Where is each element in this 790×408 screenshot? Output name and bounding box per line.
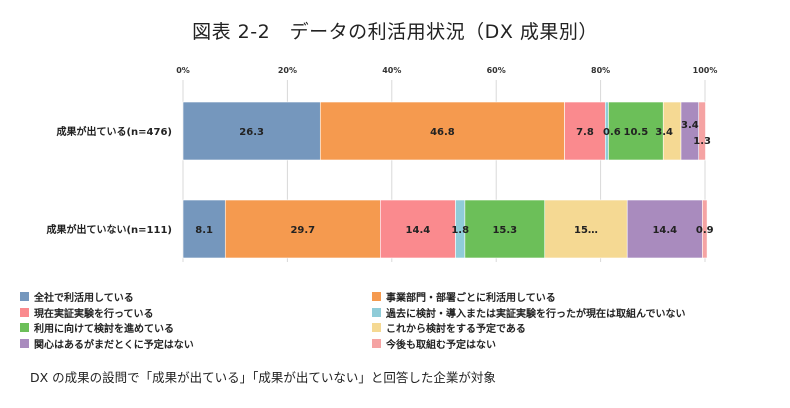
- x-tick-label: 0%: [176, 66, 190, 75]
- legend-label: 関心はあるがまだとくに予定はない: [34, 339, 194, 351]
- legend-item: 現在実証実験を行っている: [20, 305, 154, 320]
- legend-item: 過去に検討・導入または実証実験を行ったが現在は取組んでいない: [372, 305, 686, 320]
- data-label: 14.4: [652, 225, 677, 236]
- legend-item: 全社で利活用している: [20, 289, 134, 304]
- bar-segment: [544, 199, 628, 259]
- legend-item: これから検討をする予定である: [372, 320, 526, 335]
- bar-segment: [608, 101, 664, 161]
- legend-item: 関心はあるがまだとくに予定はない: [20, 336, 194, 351]
- bar-segment: [626, 199, 703, 259]
- legend-label: 現在実証実験を行っている: [34, 308, 154, 320]
- legend-swatch: [372, 292, 381, 301]
- category-label: 成果が出ている(n=476): [56, 125, 172, 138]
- bar-segment: [698, 101, 706, 161]
- legend-swatch: [20, 307, 29, 317]
- data-label: 7.8: [576, 127, 594, 138]
- bar-segment: [319, 101, 565, 161]
- data-label: 8.1: [195, 225, 213, 236]
- data-label: 1.3: [693, 136, 711, 147]
- legend-item: 利用に向けて検討を進めている: [20, 320, 174, 335]
- legend-item: 事業部門・部署ごとに利活用している: [372, 289, 556, 304]
- legend-swatch: [372, 323, 381, 332]
- data-label: 1.8: [451, 225, 469, 236]
- bar-segment: [564, 101, 606, 161]
- x-tick-label: 60%: [487, 66, 506, 75]
- data-label: 15.3: [492, 225, 517, 236]
- bar-segment: [702, 199, 708, 259]
- data-label: 26.3: [239, 127, 264, 138]
- data-label: 15…: [574, 225, 598, 236]
- bar-segment: [464, 199, 546, 259]
- bar-segment: [380, 199, 456, 259]
- data-label: 3.4: [655, 127, 673, 138]
- legend-label: これから検討をする予定である: [386, 324, 526, 335]
- data-label: 14.4: [406, 225, 431, 236]
- bar-segment: [224, 199, 381, 259]
- legend-swatch: [20, 338, 29, 348]
- data-label: 46.8: [430, 127, 455, 138]
- data-label: 0.9: [696, 225, 714, 236]
- data-label: 3.4: [681, 120, 699, 131]
- x-tick-label: 80%: [591, 66, 610, 75]
- legend-label: 事業部門・部署ごとに利活用している: [386, 293, 556, 304]
- data-label: 29.7: [290, 225, 315, 236]
- legend-label: 今後も取組む予定はない: [386, 339, 496, 351]
- data-label: 10.5: [623, 127, 648, 138]
- bar-segment: [680, 101, 700, 161]
- data-label: 0.6: [603, 127, 621, 138]
- x-tick-label: 100%: [693, 66, 718, 75]
- legend-label: 全社で利活用している: [34, 293, 134, 304]
- legend-swatch: [372, 338, 381, 348]
- legend-item: 今後も取組む予定はない: [372, 336, 496, 351]
- legend-swatch: [372, 307, 381, 317]
- legend-label: 過去に検討・導入または実証実験を行ったが現在は取組んでいない: [386, 308, 686, 320]
- category-label: 成果が出ていない(n=111): [46, 223, 172, 236]
- legend-swatch: [20, 292, 29, 301]
- footnote: DX の成果の設問で「成果が出ている」「成果が出ていない」と回答した企業が対象: [30, 370, 496, 385]
- stacked-bar-chart: 0% 20% 40% 60% 80% 100% 成果が出ている(n=476) 成果が出ていない…: [46, 66, 718, 262]
- x-tick-label: 40%: [382, 66, 401, 75]
- chart-title: 図表 2-2 データの利活用状況（DX 成果別）: [192, 21, 598, 43]
- legend-swatch: [20, 323, 29, 332]
- bar-segment: [182, 199, 226, 259]
- x-tick-label: 20%: [278, 66, 297, 75]
- legend-label: 利用に向けて検討を進めている: [34, 324, 174, 335]
